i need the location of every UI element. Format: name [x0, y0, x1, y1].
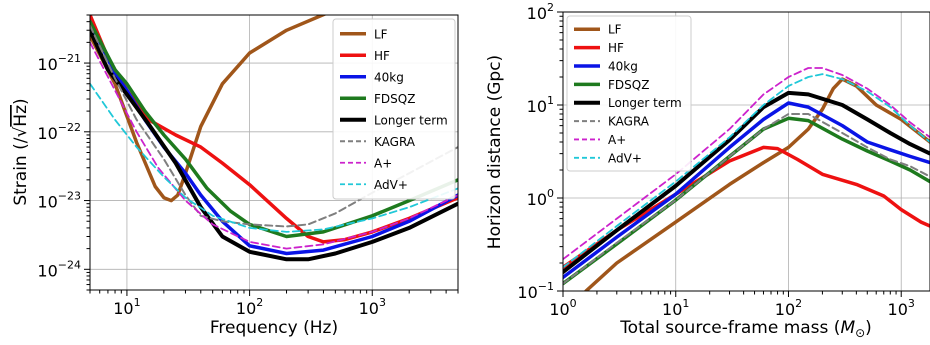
- x-tick-label: 102: [236, 296, 263, 318]
- horizon-chart-y-axis-label: Horizon distance (Gpc): [485, 55, 505, 249]
- legend-entry-label: LF: [374, 27, 388, 41]
- legend-entry-label: Longer term: [374, 113, 448, 127]
- legend-entry-label: FDSQZ: [374, 92, 415, 106]
- strain-chart-y-axis-label: Strain (/√Hz): [11, 98, 31, 205]
- legend-entry-label: Longer term: [608, 96, 682, 110]
- strain-chart-x-axis-label: Frequency (Hz): [210, 318, 338, 338]
- y-tick-label: 10−22: [37, 121, 81, 143]
- x-tick-label: 101: [662, 297, 689, 319]
- series-line-adv-: [90, 82, 458, 233]
- legend-entry-label: KAGRA: [374, 135, 416, 149]
- x-tick-label: 102: [775, 297, 802, 319]
- x-tick-label: 101: [113, 296, 140, 318]
- horizon-chart-frame: [562, 11, 930, 292]
- legend-entry-label: AdV+: [608, 151, 642, 165]
- x-tick-label: 103: [359, 296, 386, 318]
- y-tick-label: 102: [527, 1, 554, 23]
- horizon-chart-plot-area: [563, 67, 930, 291]
- series-line-longer-term: [563, 90, 930, 274]
- strain-chart: 101 102 103 10−24 10−23 10−22 10−21 LF HF 40kg FD…: [11, 14, 459, 338]
- series-line-kagra: [90, 24, 458, 228]
- horizon-chart-legend: LF HF 40kg FDSQZ Longer term KAGRA A+ AdV+: [566, 15, 692, 172]
- legend-entry-label: AdV+: [374, 178, 408, 192]
- series-line-kagra: [563, 113, 930, 285]
- legend-entry-label: KAGRA: [608, 115, 650, 129]
- legend-entry-label: 40kg: [608, 59, 638, 73]
- y-tick-label: 100: [527, 187, 554, 209]
- x-tick-label: 100: [549, 297, 576, 319]
- legend-entry-label: A+: [608, 133, 626, 147]
- series-line-longer-term: [90, 28, 458, 262]
- series-line-adv-: [563, 73, 930, 269]
- legend-entry-label: HF: [374, 49, 390, 63]
- y-tick-label: 10−21: [37, 52, 81, 74]
- legend-entry-label: LF: [608, 23, 622, 37]
- y-tick-label: 10−23: [37, 190, 81, 212]
- series-line-a-: [563, 67, 930, 261]
- series-line-40kg: [563, 101, 930, 280]
- series-line-lf: [90, 15, 328, 203]
- legend-box: [332, 18, 456, 200]
- y-tick-label: 10−1: [517, 280, 554, 302]
- y-tick-label: 10−24: [37, 258, 81, 280]
- strain-chart-plot-area: [90, 15, 458, 262]
- legend-entry-label: HF: [608, 41, 624, 55]
- horizon-chart-x-axis-label: Total source-frame mass (M⊙): [619, 318, 872, 340]
- legend-entry-label: FDSQZ: [608, 78, 649, 92]
- series-line-a-: [90, 41, 458, 250]
- legend-box: [566, 15, 692, 172]
- series-line-lf: [584, 77, 930, 291]
- legend-entry-label: 40kg: [374, 70, 404, 84]
- series-line-fdsqz: [90, 19, 458, 239]
- strain-chart-legend: LF HF 40kg FDSQZ Longer term KAGRA A+ AdV+: [332, 18, 456, 200]
- strain-chart-ticks: 101 102 103 10−24 10−23 10−22 10−21: [37, 14, 459, 318]
- legend-entry-label: A+: [374, 156, 392, 170]
- y-tick-label: 101: [527, 94, 554, 116]
- x-tick-label: 103: [888, 297, 915, 319]
